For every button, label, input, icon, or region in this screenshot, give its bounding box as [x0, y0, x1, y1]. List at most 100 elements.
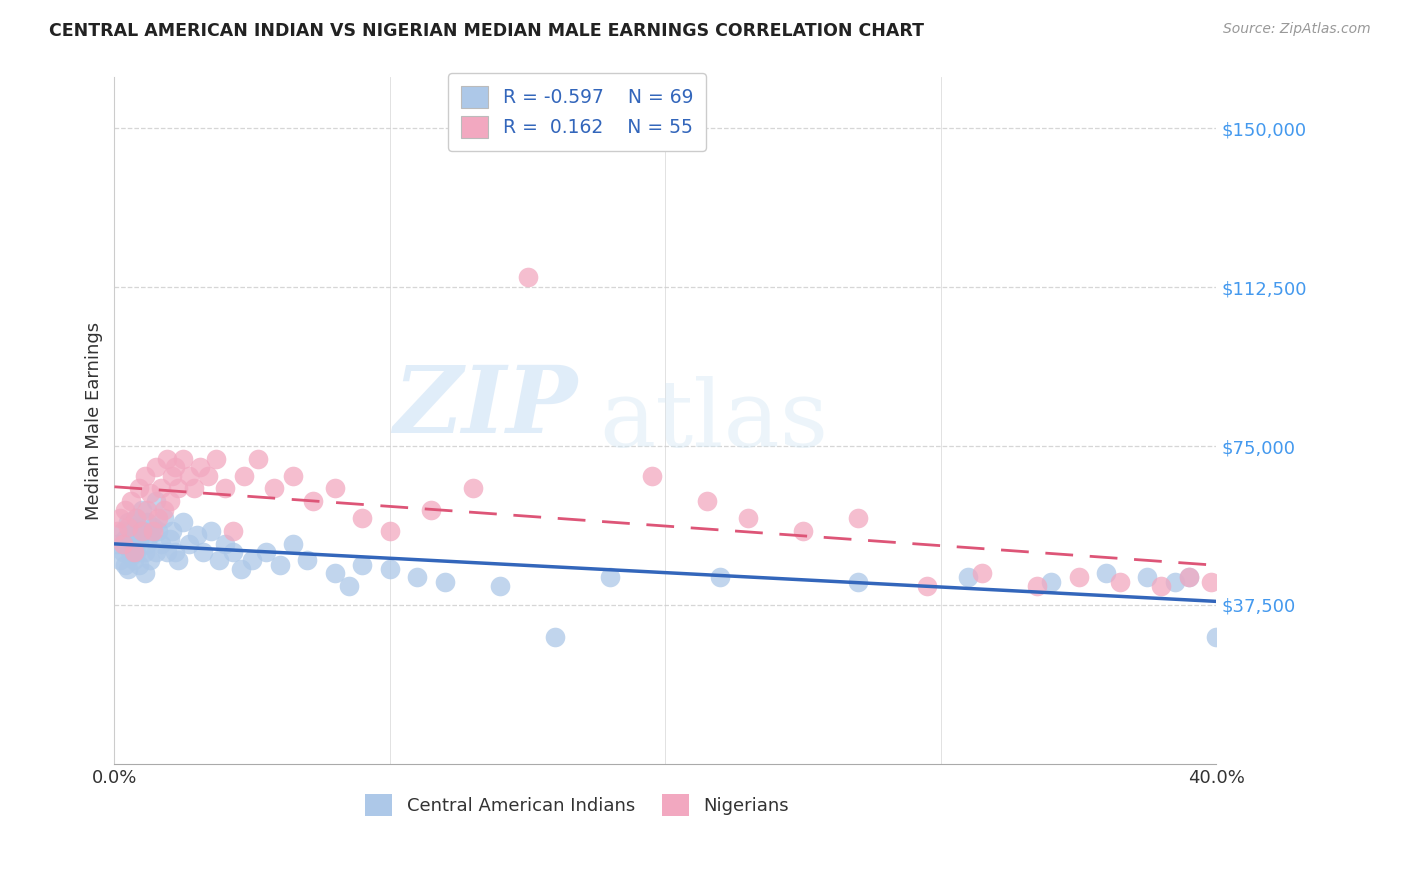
Point [177, 536, 200, 550]
Point [117, 519, 139, 533]
Text: CENTRAL AMERICAN INDIAN VS NIGERIAN MEDIAN MALE EARNINGS CORRELATION CHART: CENTRAL AMERICAN INDIAN VS NIGERIAN MEDI… [49, 22, 924, 40]
Point [148, 524, 170, 538]
Point [134, 545, 156, 559]
Point [1199, 574, 1222, 589]
Point [433, 574, 456, 589]
Point [139, 485, 162, 500]
Point [120, 549, 142, 564]
Point [352, 558, 374, 572]
Point [737, 511, 759, 525]
Point [163, 545, 186, 559]
Point [516, 269, 538, 284]
Point [846, 574, 869, 589]
Point [263, 482, 285, 496]
Point [128, 482, 150, 496]
Point [197, 468, 219, 483]
Point [283, 536, 305, 550]
Point [323, 482, 346, 496]
Point [186, 528, 208, 542]
Point [153, 511, 176, 525]
Point [792, 524, 814, 538]
Text: ZIP: ZIP [392, 362, 578, 452]
Y-axis label: Median Male Earnings: Median Male Earnings [86, 322, 103, 520]
Point [957, 570, 980, 584]
Point [214, 536, 236, 550]
Point [269, 558, 291, 572]
Point [640, 468, 662, 483]
Point [163, 460, 186, 475]
Point [420, 502, 443, 516]
Point [846, 511, 869, 525]
Point [1164, 574, 1187, 589]
Point [1177, 570, 1199, 584]
Point [105, 536, 128, 550]
Point [117, 541, 139, 555]
Text: atlas: atlas [599, 376, 828, 466]
Point [117, 562, 139, 576]
Point [159, 533, 181, 547]
Point [131, 502, 153, 516]
Point [145, 494, 167, 508]
Point [114, 502, 136, 516]
Point [120, 528, 142, 542]
Point [114, 558, 136, 572]
Point [1205, 630, 1227, 644]
Point [489, 579, 512, 593]
Point [1136, 570, 1159, 584]
Legend: Central American Indians, Nigerians: Central American Indians, Nigerians [359, 787, 796, 823]
Point [1095, 566, 1118, 581]
Point [200, 524, 222, 538]
Point [406, 570, 429, 584]
Point [159, 494, 181, 508]
Point [148, 511, 170, 525]
Point [145, 545, 167, 559]
Point [125, 545, 148, 559]
Point [122, 553, 145, 567]
Point [378, 524, 401, 538]
Point [139, 553, 162, 567]
Point [156, 545, 179, 559]
Point [1150, 579, 1173, 593]
Point [134, 566, 156, 581]
Point [125, 511, 148, 525]
Point [461, 482, 484, 496]
Point [111, 536, 134, 550]
Point [208, 553, 231, 567]
Point [111, 524, 134, 538]
Point [166, 482, 188, 496]
Point [128, 533, 150, 547]
Point [1108, 574, 1130, 589]
Point [120, 494, 142, 508]
Point [378, 562, 401, 576]
Text: Source: ZipAtlas.com: Source: ZipAtlas.com [1223, 22, 1371, 37]
Point [150, 482, 173, 496]
Point [117, 516, 139, 530]
Point [142, 519, 165, 533]
Point [134, 468, 156, 483]
Point [1026, 579, 1049, 593]
Point [108, 553, 131, 567]
Point [915, 579, 938, 593]
Point [105, 524, 128, 538]
Point [128, 558, 150, 572]
Point [114, 533, 136, 547]
Point [297, 553, 319, 567]
Point [125, 511, 148, 525]
Point [709, 570, 731, 584]
Point [139, 528, 162, 542]
Point [240, 553, 263, 567]
Point [172, 451, 194, 466]
Point [150, 536, 173, 550]
Point [108, 511, 131, 525]
Point [162, 468, 184, 483]
Point [246, 451, 269, 466]
Point [229, 562, 252, 576]
Point [205, 451, 228, 466]
Point [111, 545, 134, 559]
Point [1067, 570, 1090, 584]
Point [323, 566, 346, 581]
Point [183, 482, 205, 496]
Point [188, 460, 211, 475]
Point [599, 570, 621, 584]
Point [136, 502, 159, 516]
